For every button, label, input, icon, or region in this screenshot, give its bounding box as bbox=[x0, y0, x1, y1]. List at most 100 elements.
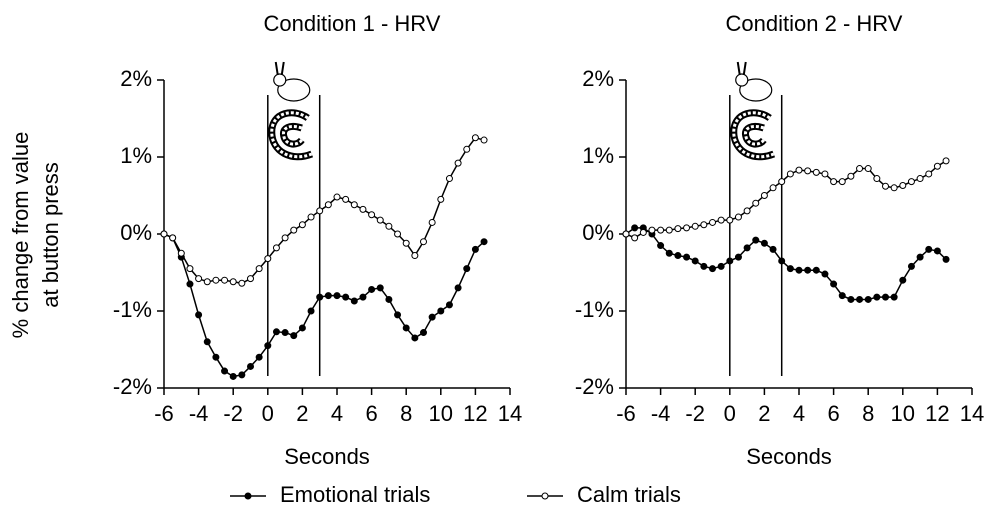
x-tick-label: 2 bbox=[296, 401, 308, 426]
data-point bbox=[360, 206, 366, 212]
data-point bbox=[710, 266, 716, 272]
data-point bbox=[926, 246, 932, 252]
data-point bbox=[770, 185, 776, 191]
data-point bbox=[735, 214, 741, 220]
data-point bbox=[273, 329, 279, 335]
data-point bbox=[412, 335, 418, 341]
data-point bbox=[386, 296, 392, 302]
data-point bbox=[943, 256, 949, 262]
data-point bbox=[666, 227, 672, 233]
data-point bbox=[265, 256, 271, 262]
data-point bbox=[917, 254, 923, 260]
data-point bbox=[213, 354, 219, 360]
data-point bbox=[744, 245, 750, 251]
data-point bbox=[701, 263, 707, 269]
data-point bbox=[649, 227, 655, 233]
y-axis-label: at button press bbox=[38, 162, 63, 308]
data-point bbox=[464, 266, 470, 272]
data-point bbox=[317, 294, 323, 300]
data-point bbox=[658, 243, 664, 249]
data-point bbox=[718, 263, 724, 269]
legend-label: Emotional trials bbox=[280, 482, 430, 507]
data-point bbox=[908, 263, 914, 269]
data-point bbox=[317, 208, 323, 214]
data-point bbox=[839, 179, 845, 185]
series-line bbox=[164, 234, 484, 376]
y-tick-label: 0% bbox=[120, 220, 152, 245]
y-tick-label: 2% bbox=[120, 66, 152, 91]
y-tick-label: -2% bbox=[575, 374, 614, 399]
page: Condition 1 - HRVSeconds% change from va… bbox=[0, 0, 990, 511]
data-point bbox=[735, 254, 741, 260]
data-point bbox=[369, 286, 375, 292]
data-point bbox=[282, 330, 288, 336]
x-tick-label: 2 bbox=[758, 401, 770, 426]
data-point bbox=[299, 325, 305, 331]
data-point bbox=[822, 271, 828, 277]
data-point bbox=[446, 176, 452, 182]
data-point bbox=[891, 185, 897, 191]
data-point bbox=[161, 231, 167, 237]
data-point bbox=[787, 266, 793, 272]
data-point bbox=[282, 235, 288, 241]
stimulus-icons bbox=[734, 62, 774, 157]
data-point bbox=[438, 196, 444, 202]
data-point bbox=[848, 173, 854, 179]
chart-title: Condition 1 - HRV bbox=[264, 11, 441, 36]
data-point bbox=[753, 200, 759, 206]
data-point bbox=[744, 208, 750, 214]
data-point bbox=[831, 281, 837, 287]
data-point bbox=[308, 308, 314, 314]
data-point bbox=[421, 330, 427, 336]
y-tick-label: 2% bbox=[582, 66, 614, 91]
y-tick-label: -1% bbox=[575, 297, 614, 322]
stimulus-icons bbox=[272, 62, 312, 157]
rabbit-icon bbox=[736, 74, 748, 86]
data-point bbox=[334, 194, 340, 200]
x-tick-label: 8 bbox=[400, 401, 412, 426]
data-point bbox=[187, 266, 193, 272]
data-point bbox=[412, 253, 418, 259]
data-point bbox=[857, 166, 863, 172]
data-point bbox=[299, 222, 305, 228]
x-tick-label: -6 bbox=[154, 401, 174, 426]
x-axis-label: Seconds bbox=[284, 444, 370, 469]
series-line bbox=[626, 161, 946, 238]
data-point bbox=[403, 240, 409, 246]
data-point bbox=[213, 277, 219, 283]
data-point bbox=[727, 258, 733, 264]
x-tick-label: -4 bbox=[651, 401, 671, 426]
data-point bbox=[386, 223, 392, 229]
data-point bbox=[908, 179, 914, 185]
data-point bbox=[805, 267, 811, 273]
data-point bbox=[325, 293, 331, 299]
data-point bbox=[291, 333, 297, 339]
data-point bbox=[675, 226, 681, 232]
x-tick-label: 10 bbox=[429, 401, 453, 426]
data-point bbox=[692, 258, 698, 264]
data-point bbox=[464, 146, 470, 152]
data-point bbox=[831, 179, 837, 185]
data-point bbox=[701, 222, 707, 228]
x-tick-label: 8 bbox=[862, 401, 874, 426]
data-point bbox=[481, 239, 487, 245]
x-tick-label: 6 bbox=[365, 401, 377, 426]
data-point bbox=[632, 235, 638, 241]
data-point bbox=[943, 158, 949, 164]
data-point bbox=[472, 135, 478, 141]
data-point bbox=[761, 193, 767, 199]
data-point bbox=[360, 294, 366, 300]
x-tick-label: -4 bbox=[189, 401, 209, 426]
data-point bbox=[429, 219, 435, 225]
data-point bbox=[874, 176, 880, 182]
x-tick-label: 4 bbox=[793, 401, 805, 426]
data-point bbox=[230, 279, 236, 285]
data-point bbox=[761, 240, 767, 246]
data-point bbox=[865, 296, 871, 302]
series-line bbox=[164, 138, 484, 284]
x-tick-label: -2 bbox=[223, 401, 243, 426]
data-point bbox=[395, 231, 401, 237]
data-point bbox=[813, 267, 819, 273]
data-point bbox=[640, 229, 646, 235]
data-point bbox=[178, 250, 184, 256]
